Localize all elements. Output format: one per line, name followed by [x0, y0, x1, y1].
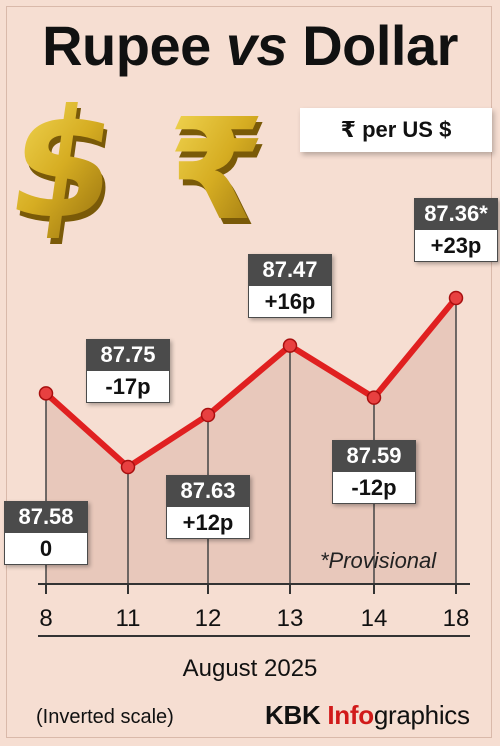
- rupee-sign-icon: ₹ ₹: [168, 89, 269, 258]
- scale-note: (Inverted scale): [36, 706, 174, 728]
- x-tick-label: 13: [277, 605, 304, 632]
- data-label: 87.59 -12p: [332, 439, 416, 504]
- infographic-frame: [6, 6, 492, 738]
- x-tick-label: 12: [195, 605, 222, 632]
- data-label-change: 0: [4, 533, 88, 566]
- data-label-value: 87.59: [332, 439, 416, 472]
- data-points: [38, 290, 464, 475]
- data-label-value: 87.47: [248, 253, 332, 286]
- x-tick-label: 18: [443, 605, 470, 632]
- data-label-value: 87.63: [166, 475, 250, 507]
- series-line: [43, 296, 459, 470]
- data-label-change: -12p: [332, 471, 416, 504]
- series-area: [46, 298, 456, 584]
- data-label-change: +16p: [248, 285, 332, 318]
- brand-graphics: graphics: [373, 700, 470, 730]
- dollar-sign-icon: $ $: [0, 77, 131, 258]
- brand-kbk: KBK: [265, 700, 321, 730]
- data-label-value: 87.36*: [414, 198, 498, 230]
- brand-logo: KBK Infographics: [265, 700, 470, 731]
- data-label-change: +12p: [166, 507, 250, 539]
- provisional-note: *Provisional: [320, 548, 437, 573]
- data-label-value: 87.75: [86, 339, 170, 371]
- title-dollar: Dollar: [302, 14, 458, 77]
- svg-text:$: $: [2, 83, 131, 258]
- unit-label: ₹ per US $: [300, 108, 492, 152]
- x-tick-label: 14: [361, 605, 388, 632]
- data-point: [120, 459, 136, 475]
- data-label-value: 87.58: [4, 501, 88, 534]
- x-tick-label: 11: [116, 605, 141, 632]
- svg-text:$: $: [0, 77, 128, 252]
- series-polyline: [43, 296, 459, 470]
- data-point: [200, 407, 216, 423]
- data-label-change: -17p: [86, 371, 170, 403]
- svg-text:₹: ₹: [168, 89, 265, 252]
- brand-info: Info: [327, 700, 374, 730]
- data-label: 87.63 +12p: [166, 475, 250, 539]
- data-label: 87.75 -17p: [86, 339, 170, 403]
- data-point: [448, 290, 464, 306]
- x-tick-label: 8: [39, 605, 52, 632]
- page-title: Rupee vs Dollar: [0, 14, 500, 78]
- title-vs: vs: [225, 14, 288, 77]
- data-label: 87.47 +16p: [248, 253, 332, 318]
- data-point: [282, 338, 298, 353]
- area-layer: [46, 298, 456, 584]
- title-rupee: Rupee: [42, 14, 211, 77]
- svg-text:₹: ₹: [172, 95, 269, 258]
- data-label-change: +23p: [414, 230, 498, 262]
- data-point: [38, 386, 54, 401]
- data-label: 87.36* +23p: [414, 198, 498, 262]
- x-axis-title: August 2025: [182, 655, 318, 682]
- data-point: [366, 390, 382, 405]
- x-axis-ticks: 8 11 12 13 14 18: [39, 584, 469, 632]
- data-label: 87.58 0: [4, 501, 88, 566]
